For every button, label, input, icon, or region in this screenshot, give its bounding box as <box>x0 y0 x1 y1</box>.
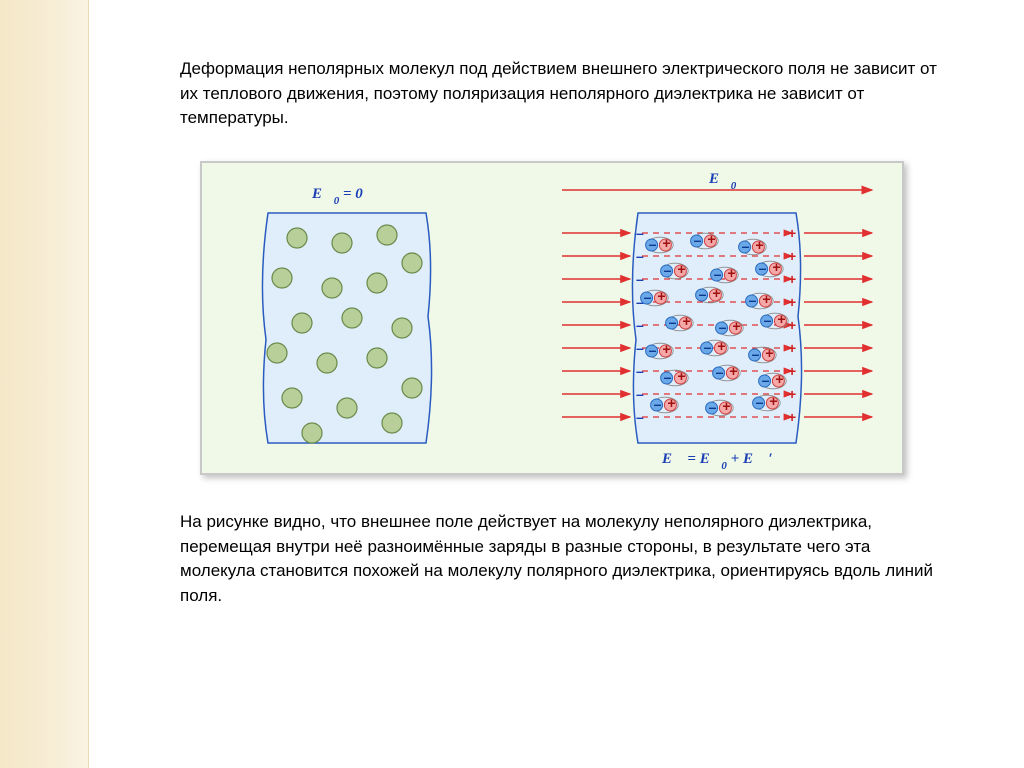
svg-text:–: – <box>664 262 672 278</box>
svg-text:–: – <box>764 312 772 328</box>
svg-text:–: – <box>749 292 757 308</box>
svg-text:+: + <box>788 225 796 241</box>
svg-text:–: – <box>636 409 644 425</box>
svg-text:+: + <box>717 338 725 354</box>
diagram-svg: E⃗0 = 0E⃗0–+–+–+–+–+–+–+–+–+–+–+–+–+–+–+… <box>202 163 902 473</box>
svg-text:–: – <box>762 372 770 388</box>
paragraph-intro: Деформация неполярных молекул под действ… <box>180 57 940 131</box>
svg-text:+: + <box>772 259 780 275</box>
svg-text:–: – <box>636 248 644 264</box>
svg-text:+: + <box>788 248 796 264</box>
svg-text:+: + <box>662 235 670 251</box>
svg-text:–: – <box>704 339 712 355</box>
svg-text:+: + <box>788 271 796 287</box>
svg-text:–: – <box>719 319 727 335</box>
svg-text:–: – <box>649 342 657 358</box>
svg-text:+: + <box>762 291 770 307</box>
svg-text:–: – <box>649 236 657 252</box>
svg-text:+: + <box>677 368 685 384</box>
svg-text:–: – <box>759 260 767 276</box>
svg-text:–: – <box>694 232 702 248</box>
svg-text:+: + <box>788 294 796 310</box>
svg-text:+: + <box>788 386 796 402</box>
svg-text:+: + <box>662 341 670 357</box>
polarization-diagram: E⃗0 = 0E⃗0–+–+–+–+–+–+–+–+–+–+–+–+–+–+–+… <box>200 161 904 475</box>
paragraph-explain: На рисунке видно, что внешнее поле дейст… <box>180 510 940 609</box>
svg-text:+: + <box>788 317 796 333</box>
svg-text:+: + <box>765 345 773 361</box>
svg-text:E⃗0: E⃗0 <box>708 171 737 192</box>
svg-text:+: + <box>732 318 740 334</box>
svg-text:+: + <box>657 288 665 304</box>
svg-text:+: + <box>712 285 720 301</box>
svg-text:–: – <box>752 346 760 362</box>
svg-text:–: – <box>664 369 672 385</box>
svg-text:+: + <box>755 237 763 253</box>
svg-text:+: + <box>677 261 685 277</box>
svg-text:+: + <box>682 313 690 329</box>
svg-text:+: + <box>707 231 715 247</box>
svg-text:–: – <box>699 286 707 302</box>
svg-text:–: – <box>716 364 724 380</box>
svg-text:–: – <box>636 271 644 287</box>
svg-text:+: + <box>788 363 796 379</box>
svg-text:+: + <box>722 398 730 414</box>
svg-text:–: – <box>644 289 652 305</box>
svg-text:–: – <box>714 266 722 282</box>
svg-text:–: – <box>636 340 644 356</box>
svg-text:+: + <box>777 311 785 327</box>
svg-text:–: – <box>756 394 764 410</box>
svg-text:+: + <box>769 393 777 409</box>
svg-text:+: + <box>729 363 737 379</box>
svg-text:E⃗0 = 0: E⃗0 = 0 <box>311 186 363 207</box>
svg-text:–: – <box>636 317 644 333</box>
svg-text:–: – <box>742 238 750 254</box>
svg-text:–: – <box>636 363 644 379</box>
decorative-strip <box>0 0 89 768</box>
svg-text:+: + <box>788 409 796 425</box>
svg-text:–: – <box>669 314 677 330</box>
svg-text:+: + <box>727 265 735 281</box>
svg-text:E⃗ = E⃗0 + E⃗ ′: E⃗ = E⃗0 + E⃗ ′ <box>661 451 773 472</box>
svg-text:–: – <box>654 396 662 412</box>
svg-text:–: – <box>636 225 644 241</box>
svg-text:–: – <box>709 399 717 415</box>
content-area: Деформация неполярных молекул под действ… <box>180 40 940 638</box>
svg-text:–: – <box>636 386 644 402</box>
svg-text:+: + <box>775 371 783 387</box>
svg-text:+: + <box>788 340 796 356</box>
svg-text:+: + <box>667 395 675 411</box>
